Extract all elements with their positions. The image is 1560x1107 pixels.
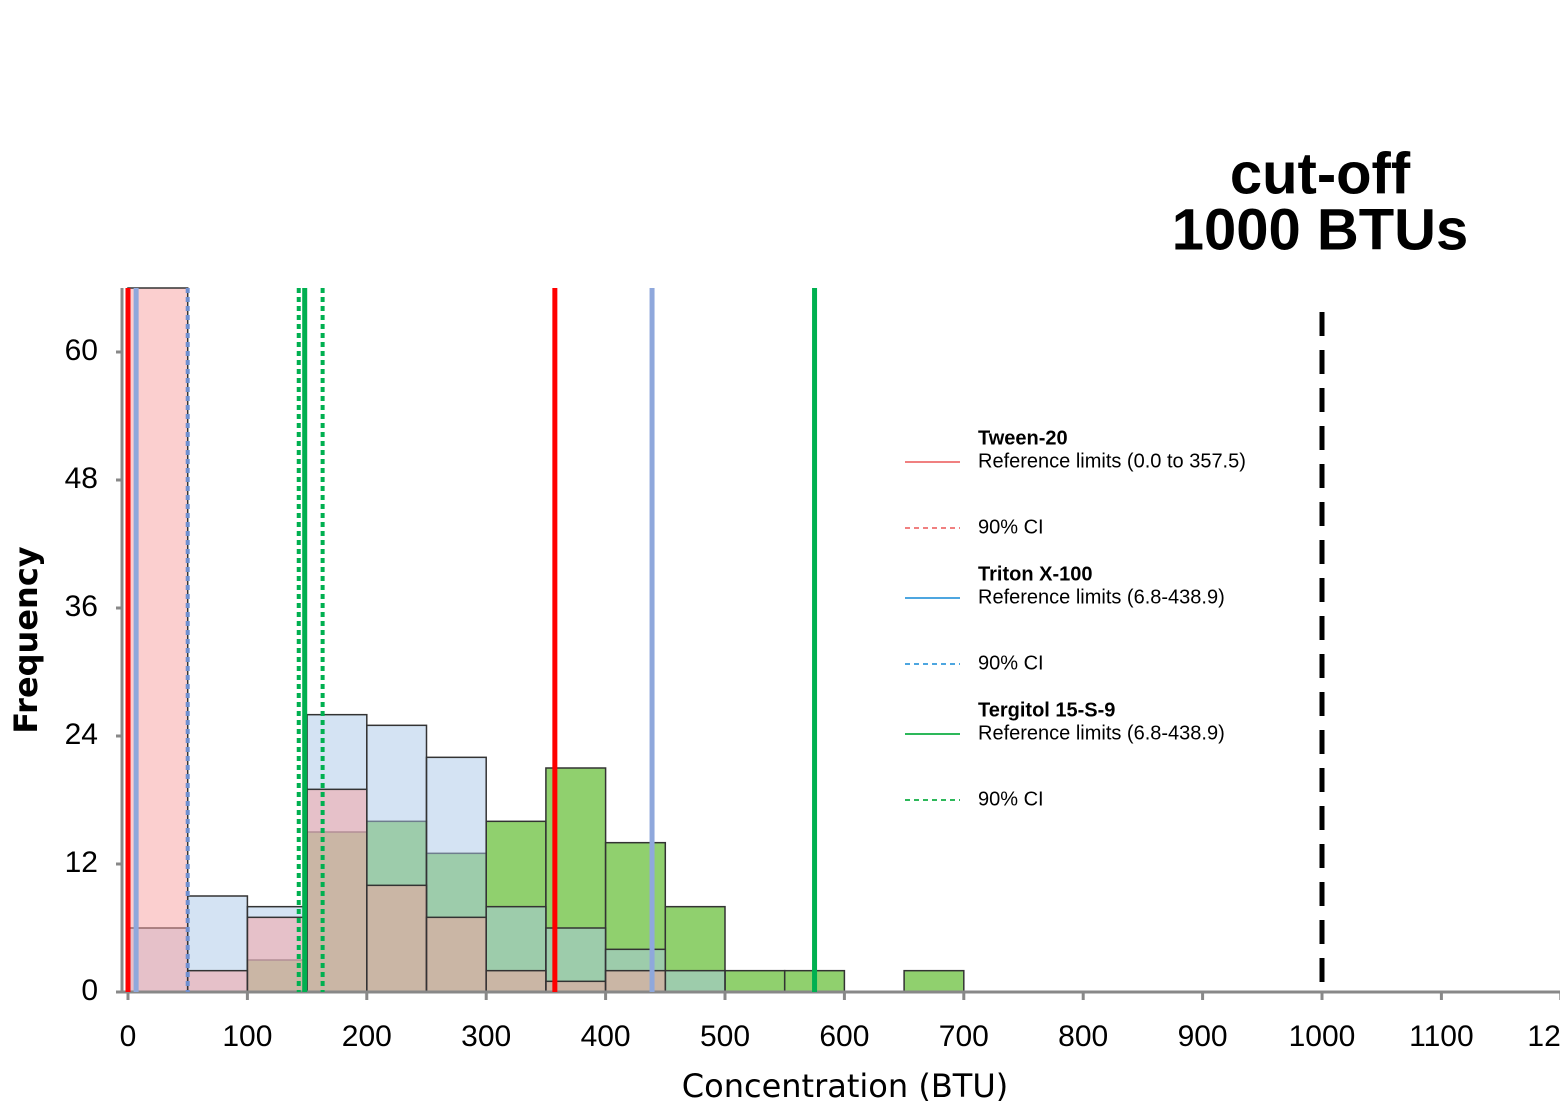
bar [724, 969, 786, 993]
x-tick-label: 1000 [1289, 1020, 1356, 1053]
y-tick-label: 24 [65, 718, 98, 751]
bar [366, 884, 428, 993]
x-tick-label: 1200 [1527, 1020, 1560, 1053]
y-tick-label: 48 [65, 462, 98, 495]
y-tick-label: 60 [65, 334, 98, 367]
legend-text: Reference limits (6.8-438.9) [978, 722, 1225, 744]
x-tick-label: 400 [581, 1020, 631, 1053]
cutoff-label: 1000 BTUs [1172, 197, 1469, 262]
bar [425, 916, 487, 993]
cutoff-label: cut-off [1230, 141, 1411, 206]
legend-text: Reference limits (0.0 to 357.5) [978, 450, 1246, 472]
x-tick-label: 700 [939, 1020, 989, 1053]
x-tick-label: 900 [1178, 1020, 1228, 1053]
legend-text: Reference limits (6.8-438.9) [978, 586, 1225, 608]
legend-title: Tween-20 [978, 427, 1068, 449]
x-axis-title: Concentration (BTU) [682, 1067, 1008, 1105]
y-tick-label: 12 [65, 846, 98, 879]
x-tick-label: 500 [700, 1020, 750, 1053]
x-tick-label: 100 [222, 1020, 272, 1053]
x-tick-label: 600 [819, 1020, 869, 1053]
y-tick-label: 0 [81, 974, 98, 1007]
legend-title: Tergitol 15-S-9 [978, 699, 1115, 721]
y-tick-label: 36 [65, 590, 98, 623]
legend-title: Triton X-100 [978, 563, 1092, 585]
legend-text: 90% CI [978, 788, 1044, 810]
x-tick-label: 300 [461, 1020, 511, 1053]
x-tick-label: 800 [1058, 1020, 1108, 1053]
x-tick-label: 200 [342, 1020, 392, 1053]
legend-text: 90% CI [978, 652, 1044, 674]
bar [664, 969, 726, 993]
bar [604, 969, 667, 993]
x-tick-label: 1100 [1409, 1020, 1474, 1053]
bar [903, 969, 965, 993]
bar [306, 788, 368, 993]
legend-text: 90% CI [978, 516, 1044, 538]
y-axis-title: Frequency [7, 546, 45, 733]
bar [186, 969, 249, 993]
bar [485, 969, 547, 993]
x-tick-label: 0 [120, 1020, 137, 1053]
